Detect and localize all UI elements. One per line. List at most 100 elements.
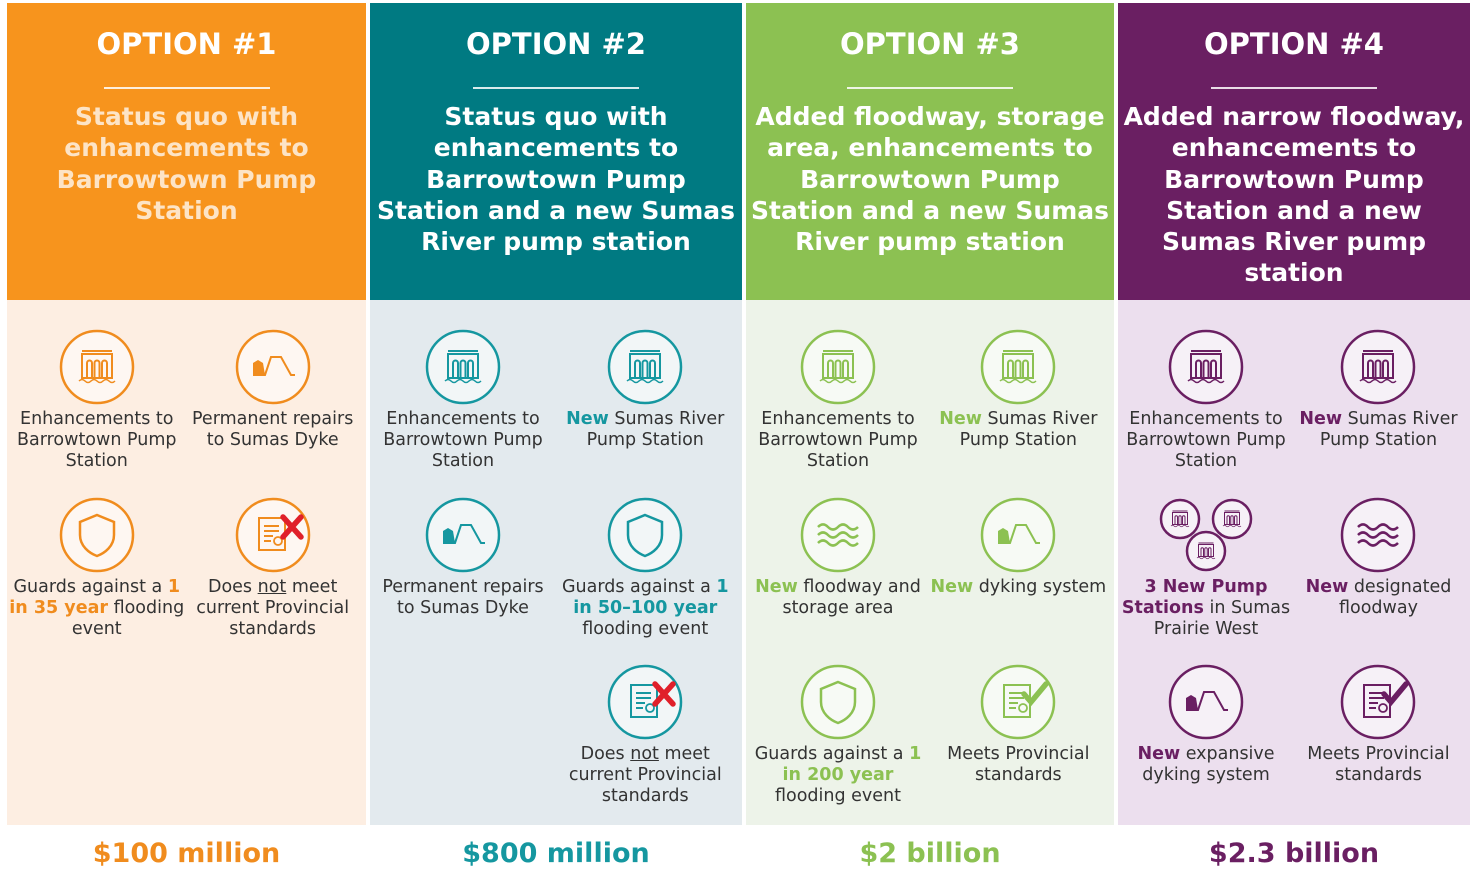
item-icon (608, 664, 683, 740)
icon-part (1191, 350, 1221, 378)
label-part: Enhancements to Barrowtown Pump Station (383, 409, 543, 471)
icon-part (1172, 510, 1188, 525)
icon-part (645, 703, 656, 713)
icon-part (1359, 350, 1397, 384)
item-label: Guards against a 1 in 200 year flooding … (749, 744, 927, 807)
label-part: Permanent repairs to Sumas Dyke (382, 577, 544, 618)
icon-part (78, 513, 115, 558)
icon-part (447, 353, 479, 379)
item-label: 3 New Pump Stations in Sumas Prairie Wes… (1117, 577, 1295, 640)
icon-part (1168, 664, 1244, 740)
label-part: meet current Provincial standards (196, 577, 350, 639)
icon-part (235, 329, 310, 405)
icon-part (1170, 510, 1190, 528)
icon-part (263, 525, 279, 542)
label-part: Enhancements to Barrowtown Pump Station (17, 409, 177, 471)
item-label: New Sumas River Pump Station (556, 409, 734, 451)
label-part: 1 in 50–100 year (573, 577, 729, 618)
item-icon (608, 329, 683, 405)
label-part: Guards against a (13, 577, 168, 597)
item-label: Permanent repairs to Sumas Dyke (184, 409, 362, 451)
option-title: OPTION #4 (1204, 27, 1384, 61)
icon-part (1185, 530, 1227, 572)
icon-part (999, 378, 1037, 384)
icon-part (1224, 510, 1240, 525)
item-icon (1341, 664, 1416, 740)
icon-part (1196, 542, 1216, 560)
icon-part (1159, 498, 1201, 540)
item-icon (608, 497, 683, 573)
item-icon (1168, 664, 1244, 740)
icon-part (1359, 378, 1397, 384)
option-cost: $2 billion (859, 838, 1001, 869)
icon-part (1168, 329, 1244, 405)
label-part: Guards against a (754, 744, 910, 764)
item-label: Guards against a 1 in 50–100 year floodi… (556, 577, 734, 640)
icon-part (608, 329, 683, 405)
icon-part (1003, 350, 1034, 378)
option-header: OPTION #3 Added floodway, storage area, e… (746, 3, 1114, 300)
label-part: expansive dyking system (1142, 744, 1275, 785)
item-icon (235, 497, 310, 573)
icon-part (981, 497, 1056, 573)
label-part: Does (580, 744, 631, 764)
divider (473, 87, 639, 89)
icon-part (998, 528, 1011, 543)
icon-part (1363, 350, 1394, 378)
item-icon (981, 664, 1056, 740)
option-header: OPTION #1 Status quo with enhancements to… (7, 3, 366, 300)
icon-part (1341, 329, 1416, 405)
label-part: New (1137, 744, 1181, 764)
label-part: meet current Provincial standards (568, 744, 722, 806)
icon-part (252, 360, 265, 375)
icon-part (1362, 353, 1395, 379)
option-cost: $800 million (462, 838, 650, 869)
item-label: Meets Provincial standards (929, 744, 1107, 786)
icon-part (1211, 498, 1253, 540)
icon-part (819, 350, 857, 384)
item-icon (235, 329, 310, 405)
icon-part (1378, 703, 1389, 713)
label-part: New (755, 577, 798, 597)
item-label: New expansive dyking system (1117, 744, 1295, 786)
item-label: Enhancements to Barrowtown Pump Station (1117, 409, 1295, 472)
icon-part (59, 497, 134, 573)
icon-part (1187, 350, 1225, 384)
item-label: New dyking system (929, 577, 1107, 598)
label-part: flooding event (774, 786, 901, 806)
icon-part (608, 497, 683, 573)
label-part: Meets Provincial standards (947, 744, 1090, 785)
icon-part (1198, 542, 1214, 557)
icon-part (1222, 524, 1242, 528)
icon-part (817, 523, 859, 547)
item-label: New Sumas River Pump Station (929, 409, 1107, 451)
icon-part (1357, 523, 1400, 547)
item-icon (1168, 329, 1244, 405)
icon-part (822, 353, 854, 379)
icon-part (279, 514, 304, 540)
option-description: Added floodway, storage area, enhancemen… (750, 102, 1110, 257)
option-header: OPTION #2 Status quo with enhancements to… (370, 3, 742, 300)
item-icon (981, 497, 1056, 573)
icon-part (425, 497, 501, 573)
icon-part (1170, 524, 1190, 528)
icon-part (1381, 681, 1410, 707)
item-icon (425, 497, 501, 573)
icon-part (626, 350, 664, 384)
icon-part (1190, 353, 1222, 379)
icon-part (1186, 695, 1198, 710)
item-label: Does not meet current Provincial standar… (556, 744, 734, 807)
label-part: not (630, 744, 659, 764)
item-label: Enhancements to Barrowtown Pump Station (374, 409, 552, 472)
icon-part (626, 378, 664, 384)
option-cost: $100 million (92, 838, 281, 869)
label-part: Meets Provincial standards (1307, 744, 1450, 785)
item-icon (981, 329, 1056, 405)
label-part: 1 in 200 year (782, 744, 922, 785)
item-icon (800, 329, 876, 405)
label-part: Enhancements to Barrowtown Pump Station (1126, 409, 1286, 471)
icon-part (636, 692, 652, 709)
icon-part (425, 329, 501, 405)
icon-part (999, 350, 1037, 384)
label-part: not (257, 577, 287, 597)
